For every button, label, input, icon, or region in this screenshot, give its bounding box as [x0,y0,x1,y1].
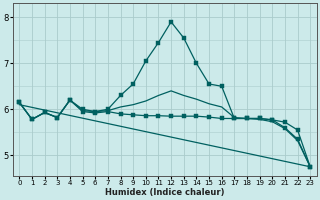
X-axis label: Humidex (Indice chaleur): Humidex (Indice chaleur) [105,188,225,197]
